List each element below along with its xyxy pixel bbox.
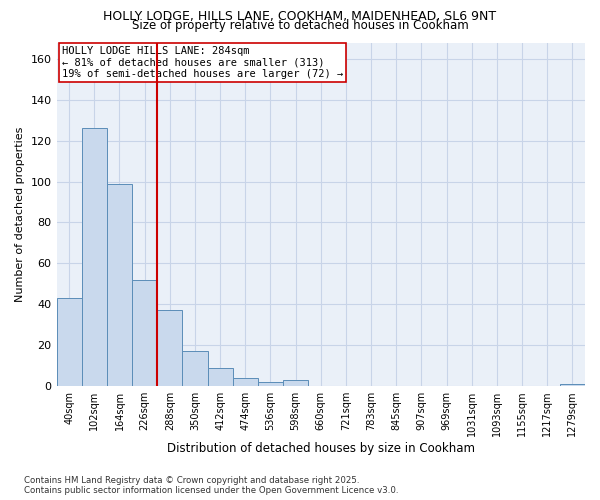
Text: HOLLY LODGE, HILLS LANE, COOKHAM, MAIDENHEAD, SL6 9NT: HOLLY LODGE, HILLS LANE, COOKHAM, MAIDEN… — [103, 10, 497, 23]
X-axis label: Distribution of detached houses by size in Cookham: Distribution of detached houses by size … — [167, 442, 475, 455]
Bar — [56, 298, 82, 386]
Bar — [208, 368, 233, 386]
Bar — [283, 380, 308, 386]
Text: HOLLY LODGE HILLS LANE: 284sqm
← 81% of detached houses are smaller (313)
19% of: HOLLY LODGE HILLS LANE: 284sqm ← 81% of … — [62, 46, 343, 79]
Bar — [157, 310, 182, 386]
Text: Size of property relative to detached houses in Cookham: Size of property relative to detached ho… — [131, 19, 469, 32]
Bar — [182, 352, 208, 386]
Bar — [107, 184, 132, 386]
Text: Contains HM Land Registry data © Crown copyright and database right 2025.
Contai: Contains HM Land Registry data © Crown c… — [24, 476, 398, 495]
Bar — [258, 382, 283, 386]
Bar — [82, 128, 107, 386]
Bar — [132, 280, 157, 386]
Y-axis label: Number of detached properties: Number of detached properties — [15, 126, 25, 302]
Bar — [233, 378, 258, 386]
Bar — [560, 384, 585, 386]
